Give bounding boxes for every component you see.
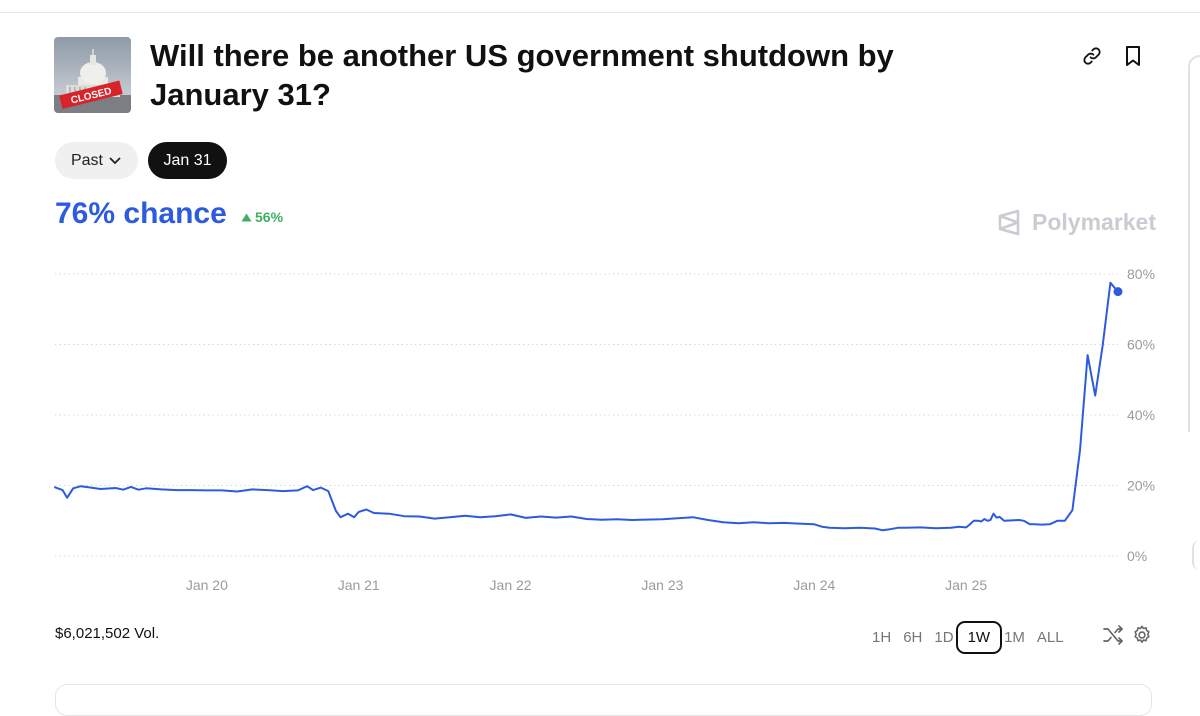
range-1w[interactable]: 1W (955, 620, 1003, 654)
bookmark-icon (1126, 46, 1140, 66)
x-tick-label: Jan 25 (945, 577, 987, 593)
chart-series (54, 281, 1123, 532)
chart-grid (55, 273, 1118, 557)
bookmark-button[interactable] (1121, 44, 1145, 68)
x-axis-ticks: Jan 20 Jan 21 Jan 22 Jan 23 Jan 24 Jan 25 (186, 577, 988, 593)
y-tick-label: 80% (1127, 266, 1155, 282)
range-6h[interactable]: 6H (903, 628, 923, 646)
price-chart[interactable]: 0%20%40%60%80% Jan 20 Jan 21 Jan 22 Jan 23 J… (0, 255, 1200, 600)
y-tick-label: 40% (1127, 407, 1155, 423)
x-tick-label: Jan 20 (186, 577, 228, 593)
past-dropdown[interactable]: Past (55, 142, 138, 179)
chart-settings-button[interactable] (1131, 624, 1153, 646)
series-line (54, 281, 1119, 532)
capitol-closed-image: CLOSED (54, 37, 131, 113)
x-tick-label: Jan 21 (338, 577, 380, 593)
link-icon (1083, 47, 1101, 65)
side-panel-edge (1188, 55, 1200, 432)
brand-name: Polymarket (1032, 208, 1157, 235)
y-axis-ticks: 0% 20% 40% 60% 80% (1127, 266, 1155, 564)
current-value-dot (1113, 287, 1123, 297)
x-tick-label: Jan 24 (793, 577, 835, 593)
triangle-up-icon (241, 213, 252, 221)
x-tick-label: Jan 23 (641, 577, 683, 593)
date-tab-jan-31[interactable]: Jan 31 (148, 142, 227, 179)
polymarket-logo: Polymarket (996, 208, 1156, 236)
y-tick-label: 60% (1127, 337, 1155, 353)
copy-link-button[interactable] (1080, 44, 1104, 68)
past-label: Past (70, 151, 103, 169)
top-divider (0, 12, 1200, 13)
chance-value: 76% chance (55, 197, 227, 230)
chevron-down-icon (109, 156, 121, 164)
date-tab-label: Jan 31 (163, 151, 212, 169)
range-1h[interactable]: 1H (872, 628, 892, 646)
time-range-selector: 1H 6H 1D 1W 1M ALL (870, 620, 1074, 654)
range-1d[interactable]: 1D (934, 628, 954, 646)
x-tick-label: Jan 22 (490, 577, 532, 593)
side-panel-edge-lower (1192, 540, 1200, 570)
market-thumbnail: CLOSED (54, 37, 131, 113)
range-all[interactable]: ALL (1036, 628, 1064, 646)
delta-value: 56% (255, 209, 284, 225)
shuffle-icon (1103, 625, 1123, 645)
y-tick-label: 0% (1127, 548, 1147, 564)
gear-icon (1134, 625, 1150, 644)
chance-delta: 56% (241, 209, 283, 225)
market-title: Will there be another US government shut… (150, 38, 894, 112)
range-1m[interactable]: 1M (1004, 628, 1025, 646)
volume-text: $6,021,502 Vol. (55, 625, 160, 642)
shuffle-button[interactable] (1102, 624, 1124, 646)
next-section-card (55, 684, 1152, 716)
y-tick-label: 20% (1127, 478, 1155, 494)
polymarket-icon (998, 209, 1020, 236)
